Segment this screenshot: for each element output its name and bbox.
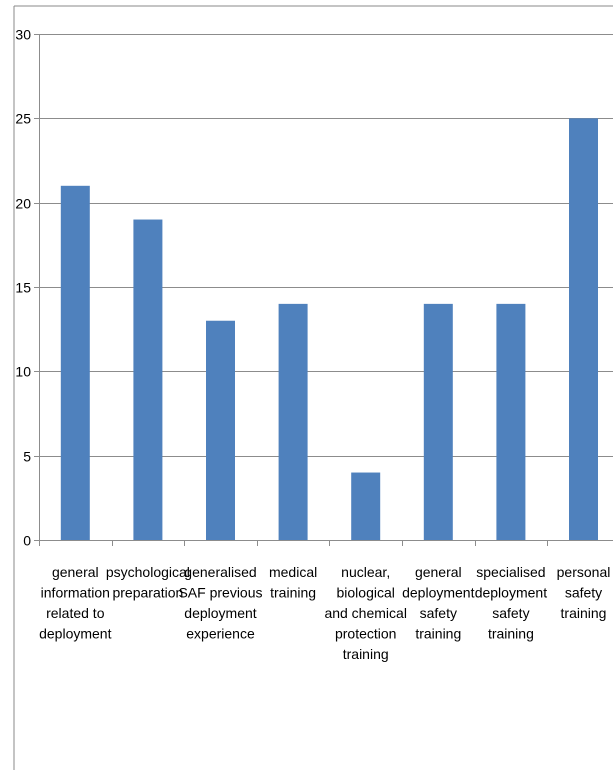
category-label-line: deployment bbox=[39, 626, 111, 642]
category-label-line: general bbox=[52, 564, 99, 580]
category-label-line: related to bbox=[46, 605, 105, 621]
category-label: medical training bbox=[269, 564, 317, 601]
category-label-line: and chemical bbox=[324, 605, 407, 621]
category-label-line: experience bbox=[186, 626, 255, 642]
bar bbox=[206, 320, 235, 540]
category-label: personal safety training bbox=[557, 564, 611, 621]
category-label-line: generalised bbox=[184, 564, 256, 580]
category-labels: general information related to deployment ps… bbox=[39, 564, 610, 662]
y-tick-label: 15 bbox=[15, 280, 31, 296]
category-label-line: general bbox=[415, 564, 462, 580]
category-label-line: training bbox=[488, 626, 534, 642]
category-label-line: psychological bbox=[106, 564, 190, 580]
category-label-line: nuclear, bbox=[341, 564, 390, 580]
bar bbox=[569, 118, 598, 540]
category-label-line: training bbox=[343, 646, 389, 662]
category-label-line: deployment bbox=[475, 585, 547, 601]
category-label-line: safety bbox=[565, 585, 602, 601]
category-label-line: safety bbox=[492, 605, 529, 621]
y-tick-labels: 0 5 10 15 20 25 30 bbox=[15, 27, 31, 549]
bar bbox=[60, 185, 90, 541]
category-label-line: training bbox=[415, 626, 461, 642]
category-label-line: deployment bbox=[402, 585, 474, 601]
category-label-line: training bbox=[270, 585, 316, 601]
category-label-line: information bbox=[41, 585, 110, 601]
y-tick-label: 25 bbox=[15, 111, 31, 127]
y-tick-label: 0 bbox=[23, 533, 31, 549]
category-label: generalised SAF previous deployment experie… bbox=[178, 564, 262, 642]
category-label-line: safety bbox=[420, 605, 457, 621]
bar bbox=[496, 303, 526, 540]
category-label-line: medical bbox=[269, 564, 317, 580]
category-label: nuclear, biological and chemical protection… bbox=[324, 564, 407, 662]
category-label-line: protection bbox=[335, 626, 396, 642]
bar bbox=[351, 472, 381, 540]
category-label-line: personal bbox=[557, 564, 611, 580]
category-label-line: preparation bbox=[112, 585, 183, 601]
category-label-line: biological bbox=[337, 585, 395, 601]
y-tick-label: 5 bbox=[23, 449, 31, 465]
axes bbox=[13, 5, 613, 770]
category-label: specialised deployment safety training bbox=[475, 564, 547, 642]
category-label-line: SAF previous bbox=[178, 585, 262, 601]
y-tick-label: 10 bbox=[15, 364, 31, 380]
category-label: psychological preparation bbox=[106, 564, 190, 601]
category-label: general deployment safety training bbox=[402, 564, 474, 642]
category-label-line: training bbox=[561, 605, 607, 621]
bar bbox=[278, 303, 308, 540]
y-tick-label: 20 bbox=[15, 196, 31, 212]
bars bbox=[60, 118, 598, 541]
y-tick-label: 30 bbox=[15, 27, 31, 43]
category-label-line: deployment bbox=[184, 605, 256, 621]
category-label: general information related to deployment bbox=[39, 564, 111, 642]
bar bbox=[133, 219, 163, 541]
gridlines bbox=[39, 34, 613, 457]
bar bbox=[423, 303, 453, 540]
category-label-line: specialised bbox=[476, 564, 545, 580]
